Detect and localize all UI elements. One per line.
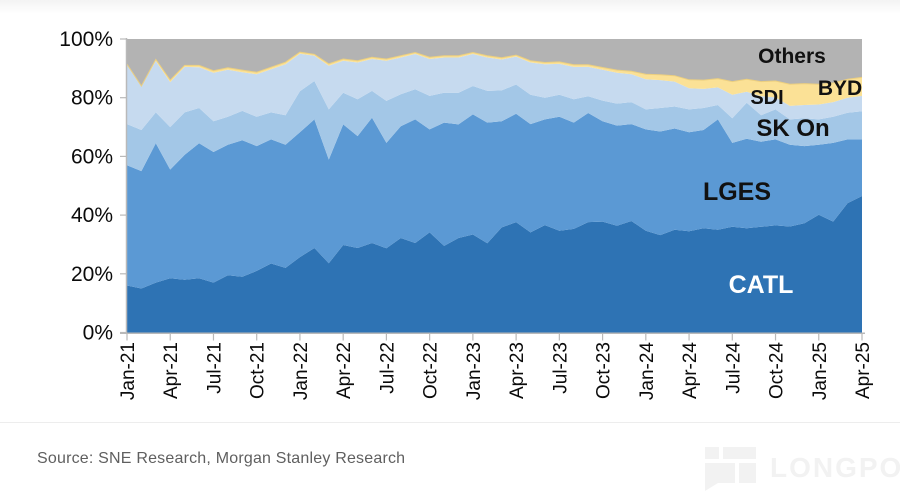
band-label-byd: BYD — [818, 77, 862, 100]
watermark-text: LONGPORT — [770, 451, 900, 483]
x-tick-label: Jul-23 — [550, 342, 571, 394]
band-label-others: Others — [758, 45, 826, 68]
area-lges — [127, 113, 862, 289]
source-text: Source: SNE Research, Morgan Stanley Res… — [37, 450, 406, 467]
longport-logo-icon — [705, 447, 756, 491]
watermark: LONGPORT — [703, 444, 900, 491]
x-tick-label: Apr-24 — [680, 342, 701, 399]
x-tick-label: Oct-22 — [421, 342, 442, 399]
x-tick-label: Jul-22 — [377, 342, 398, 394]
area-sdi — [127, 53, 862, 131]
y-tick-label: 100% — [59, 28, 113, 51]
area-catl — [127, 196, 862, 333]
area-others — [127, 39, 862, 86]
x-tick-label: Jul-21 — [205, 342, 226, 394]
chart-svg: 0% 20% 40% 60% 80% 100% Jan-21 Apr-21 Jul-21 Oct-… — [59, 28, 874, 401]
x-tick-label: Apr-23 — [507, 342, 528, 399]
byd-top-edge — [126, 51, 863, 87]
band-label-lges: LGES — [703, 178, 771, 206]
x-tick-label: Jan-24 — [637, 342, 658, 401]
band-label-catl: CATL — [729, 271, 794, 299]
top-strip — [0, 0, 900, 14]
y-tick-label: 80% — [71, 87, 113, 110]
footer-divider — [0, 422, 900, 423]
area-sk-on — [127, 81, 862, 172]
band-label-sk-on: SK On — [756, 115, 829, 142]
x-tick-label: Apr-25 — [853, 342, 874, 399]
y-tick-label: 40% — [71, 204, 113, 227]
y-tick-label: 60% — [71, 145, 113, 168]
x-tick-label: Oct-24 — [767, 342, 788, 399]
x-tick-label: Jan-23 — [464, 342, 485, 400]
x-tick-label: Apr-22 — [334, 342, 355, 399]
x-tick-label: Jan-25 — [810, 342, 831, 400]
x-tick-label: Oct-21 — [248, 342, 269, 399]
x-tick-label: Apr-21 — [161, 342, 182, 399]
y-tick-label: 20% — [71, 263, 113, 286]
x-tick-label: Oct-23 — [594, 342, 615, 399]
x-tick-label: Jan-21 — [118, 342, 139, 400]
x-tick-label: Jul-24 — [723, 342, 744, 394]
band-label-sdi: SDI — [750, 87, 783, 109]
x-tick-label: Jan-22 — [291, 342, 312, 400]
y-tick-label: 0% — [83, 322, 113, 345]
